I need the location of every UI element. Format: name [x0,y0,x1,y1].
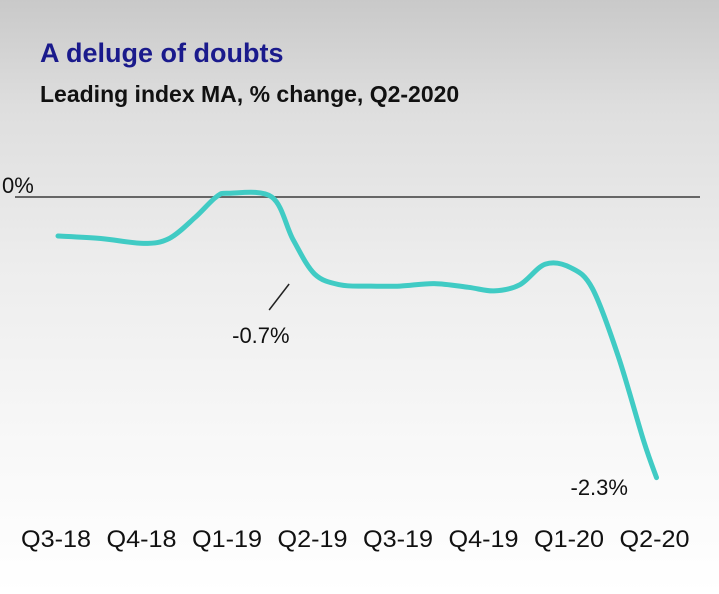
x-tick-label: Q1-20 [534,526,604,553]
x-tick-label: Q2-19 [278,526,348,553]
annotation-leader [268,283,290,311]
x-tick-label: Q1-19 [192,526,262,553]
annotation-label: -0.7% [232,323,289,348]
x-tick-label: Q2-20 [620,526,690,553]
zero-label: 0% [2,173,34,198]
annotation-label: -2.3% [571,475,628,500]
chart-subtitle: Leading index MA, % change, Q2-2020 [40,81,460,107]
series-line [55,189,659,481]
x-tick-label: Q3-19 [363,526,433,553]
x-tick-label: Q4-18 [107,526,177,553]
x-tick-label: Q3-18 [21,526,91,553]
chart-title: A deluge of doubts [40,38,284,68]
x-tick-label: Q4-19 [449,526,519,553]
